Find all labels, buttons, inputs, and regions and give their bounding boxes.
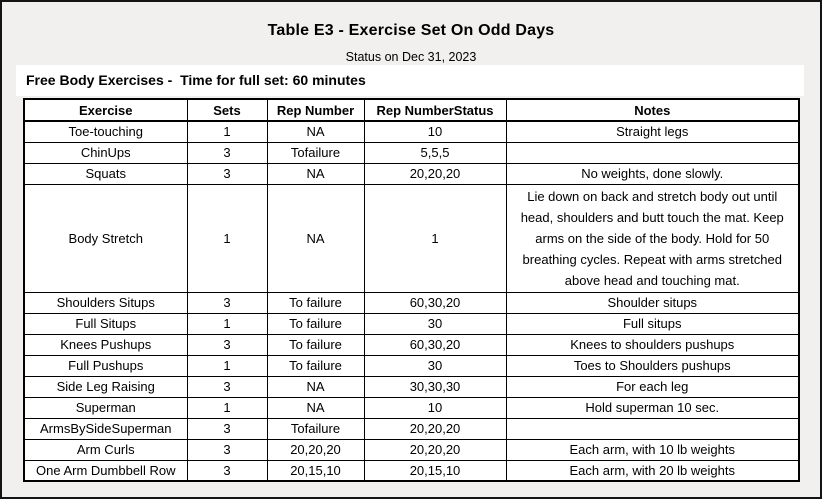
table-row: Superman 1 NA 10 Hold superman 10 sec. [23, 396, 800, 419]
cell-sets: 3 [186, 291, 268, 314]
cell-notes: Toes to Shoulders pushups [505, 354, 800, 377]
cell-exercise: Arm Curls [23, 438, 188, 461]
cell-exercise: Body Stretch [23, 183, 188, 293]
cell-notes [505, 141, 800, 164]
cell-rep_number_status: 20,20,20 [363, 438, 507, 461]
cell-notes: Lie down on back and stretch body out un… [505, 183, 800, 293]
table-row: One Arm Dumbbell Row 3 20,15,10 20,15,10 Eac… [23, 459, 800, 482]
cell-rep_number: 20,20,20 [266, 438, 365, 461]
cell-rep_number_status: 1 [363, 183, 507, 293]
cell-sets: 1 [186, 312, 268, 335]
cell-notes: For each leg [505, 375, 800, 398]
cell-exercise: Toe-touching [23, 120, 188, 143]
cell-rep_number: Tofailure [266, 417, 365, 440]
cell-exercise: ChinUps [23, 141, 188, 164]
cell-rep_number: To failure [266, 312, 365, 335]
cell-notes: Shoulder situps [505, 291, 800, 314]
cell-sets: 3 [186, 438, 268, 461]
table-row: Toe-touching 1 NA 10 Straight legs [23, 120, 800, 143]
cell-exercise: Full Pushups [23, 354, 188, 377]
cell-notes: Hold superman 10 sec. [505, 396, 800, 419]
table-title: Table E3 - Exercise Set On Odd Days [267, 22, 555, 39]
cell-exercise: Knees Pushups [23, 333, 188, 356]
cell-exercise: ArmsBySideSuperman [23, 417, 188, 440]
cell-sets: 1 [186, 354, 268, 377]
cell-sets: 1 [186, 120, 268, 143]
cell-exercise: Full Situps [23, 312, 188, 335]
cell-rep_number_status: 30,30,30 [363, 375, 507, 398]
table-row: Full Situps 1 To failure 30 Full situps [23, 312, 800, 335]
cell-rep_number: NA [266, 375, 365, 398]
cell-rep_number: To failure [266, 291, 365, 314]
cell-rep_number_status: 10 [363, 396, 507, 419]
table-row: Full Pushups 1 To failure 30 Toes to Shoulde… [23, 354, 800, 377]
cell-notes [505, 417, 800, 440]
cell-notes: Full situps [505, 312, 800, 335]
cell-rep_number: To failure [266, 333, 365, 356]
cell-notes: Each arm, with 10 lb weights [505, 438, 800, 461]
column-header-sets: Sets [186, 98, 268, 122]
column-header-notes: Notes [505, 98, 800, 122]
cell-rep_number_status: 20,20,20 [363, 162, 507, 185]
cell-exercise: Shoulders Situps [23, 291, 188, 314]
cell-rep_number_status: 20,20,20 [363, 417, 507, 440]
column-header-rep_number_status: Rep NumberStatus [363, 98, 507, 122]
section-header-band: Free Body Exercises - Time for full set:… [16, 65, 804, 96]
cell-notes: Each arm, with 20 lb weights [505, 459, 800, 482]
cell-notes: No weights, done slowly. [505, 162, 800, 185]
cell-rep_number: 20,15,10 [266, 459, 365, 482]
table-row: ArmsBySideSuperman 3 Tofailure 20,20,20 [23, 417, 800, 440]
column-header-rep_number: Rep Number [266, 98, 365, 122]
cell-sets: 3 [186, 459, 268, 482]
cell-notes: Straight legs [505, 120, 800, 143]
cell-sets: 3 [186, 333, 268, 356]
cell-rep_number_status: 10 [363, 120, 507, 143]
cell-rep_number_status: 20,15,10 [363, 459, 507, 482]
cell-sets: 3 [186, 141, 268, 164]
section-header: Free Body Exercises - Time for full set:… [26, 72, 366, 88]
table-row: ChinUps 3 Tofailure 5,5,5 [23, 141, 800, 164]
table-row: Side Leg Raising 3 NA 30,30,30 For each leg [23, 375, 800, 398]
cell-rep_number_status: 30 [363, 312, 507, 335]
cell-rep_number_status: 60,30,20 [363, 333, 507, 356]
status-line: Status on Dec 31, 2023 [345, 50, 477, 64]
cell-rep_number: NA [266, 396, 365, 419]
cell-sets: 3 [186, 417, 268, 440]
table-row: Arm Curls 3 20,20,20 20,20,20 Each arm, with… [23, 438, 800, 461]
table-row: Shoulders Situps 3 To failure 60,30,20 Shoul… [23, 291, 800, 314]
cell-sets: 3 [186, 375, 268, 398]
table-row: Knees Pushups 3 To failure 60,30,20 Knees to… [23, 333, 800, 356]
cell-rep_number_status: 60,30,20 [363, 291, 507, 314]
cell-exercise: Side Leg Raising [23, 375, 188, 398]
cell-notes: Knees to shoulders pushups [505, 333, 800, 356]
cell-sets: 1 [186, 183, 268, 293]
cell-rep_number: To failure [266, 354, 365, 377]
cell-rep_number_status: 30 [363, 354, 507, 377]
exercise-table: Exercise Sets Rep Number Rep NumberStatus No… [23, 98, 800, 482]
cell-sets: 1 [186, 396, 268, 419]
cell-rep_number: Tofailure [266, 141, 365, 164]
column-header-exercise: Exercise [23, 98, 188, 122]
cell-rep_number: NA [266, 120, 365, 143]
table-row: Body Stretch 1 NA 1 Lie down on back and str… [23, 183, 800, 293]
cell-exercise: One Arm Dumbbell Row [23, 459, 188, 482]
cell-exercise: Squats [23, 162, 188, 185]
cell-rep_number: NA [266, 162, 365, 185]
cell-rep_number_status: 5,5,5 [363, 141, 507, 164]
cell-exercise: Superman [23, 396, 188, 419]
cell-sets: 3 [186, 162, 268, 185]
table-row: Squats 3 NA 20,20,20 No weights, done slowly… [23, 162, 800, 185]
table-header-row: Exercise Sets Rep Number Rep NumberStatus No… [23, 98, 800, 122]
cell-rep_number: NA [266, 183, 365, 293]
